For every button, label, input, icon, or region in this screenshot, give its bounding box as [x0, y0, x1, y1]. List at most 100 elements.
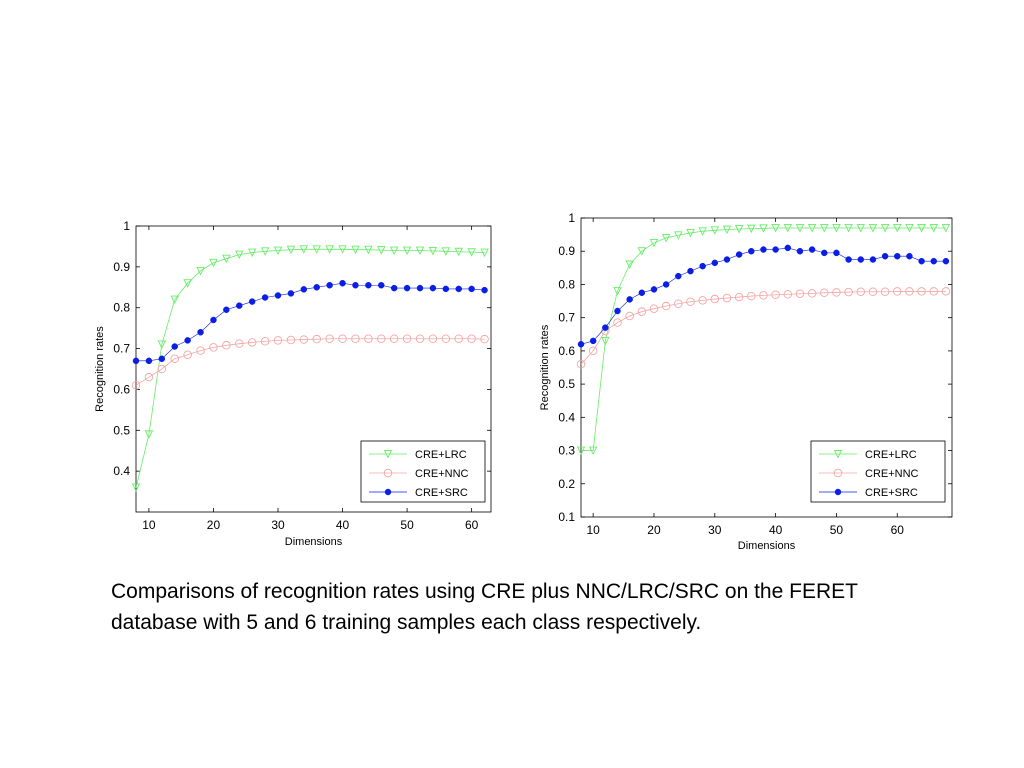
data-point — [144, 372, 154, 382]
series-triangle — [131, 245, 489, 492]
data-point — [649, 304, 659, 313]
data-point — [893, 224, 902, 233]
data-point — [286, 245, 296, 255]
data-point — [481, 286, 488, 294]
data-point — [771, 224, 780, 233]
data-point — [710, 226, 720, 235]
data-point — [588, 446, 598, 456]
data-point — [197, 328, 204, 336]
data-point — [235, 250, 244, 260]
data-point — [602, 324, 609, 331]
x-axis-label: Dimensions — [285, 536, 343, 548]
data-point — [832, 224, 841, 233]
data-point — [783, 290, 793, 299]
data-point — [364, 334, 373, 344]
data-point — [734, 225, 744, 234]
data-point — [832, 288, 841, 297]
data-point — [686, 229, 695, 238]
data-point — [941, 287, 951, 296]
data-point — [662, 281, 670, 288]
data-point — [577, 340, 585, 348]
data-point — [158, 355, 166, 363]
series-triangle — [576, 224, 951, 456]
data-point — [299, 245, 309, 254]
y-tick-label: 0.5 — [113, 423, 130, 437]
legend-label: CRE+SRC — [415, 487, 468, 499]
data-point — [856, 224, 865, 233]
data-point — [480, 248, 489, 258]
y-tick-label: 1 — [123, 219, 130, 233]
data-point — [820, 288, 829, 298]
data-point — [699, 262, 706, 270]
data-point — [868, 287, 878, 297]
y-tick-label: 0.4 — [558, 410, 575, 424]
data-point — [759, 224, 768, 233]
data-point — [455, 285, 462, 293]
data-point — [274, 292, 282, 299]
y-tick-label: 0.4 — [113, 464, 130, 478]
data-point — [313, 284, 320, 291]
y-tick-label: 0.6 — [558, 344, 575, 358]
series-line — [136, 282, 485, 362]
y-tick-label: 0.1 — [558, 510, 575, 524]
data-point — [918, 257, 925, 265]
data-point — [820, 224, 829, 233]
data-point — [402, 246, 412, 256]
data-point — [235, 339, 244, 348]
data-point — [735, 251, 743, 258]
x-tick-label: 40 — [769, 523, 783, 537]
legend-marker — [833, 450, 843, 459]
series-dot — [577, 244, 950, 348]
data-point — [170, 354, 179, 364]
y-axis-label: Recognition rates — [539, 324, 551, 410]
data-point — [441, 334, 451, 344]
data-point — [807, 224, 817, 233]
data-point — [723, 256, 731, 263]
legend-marker — [834, 488, 842, 496]
y-tick-label: 0.9 — [113, 260, 130, 274]
data-point — [132, 357, 140, 365]
x-tick-label: 60 — [465, 518, 479, 532]
data-point — [614, 307, 621, 315]
data-point — [389, 334, 399, 344]
data-point — [415, 246, 425, 256]
data-point — [183, 279, 192, 288]
series-line — [580, 247, 946, 345]
data-point — [428, 334, 438, 344]
y-tick-label: 0.3 — [558, 444, 575, 458]
data-point — [248, 298, 256, 305]
data-point — [650, 286, 658, 293]
data-point — [675, 272, 682, 280]
data-point — [929, 287, 939, 296]
data-point — [917, 224, 926, 233]
series-line — [135, 338, 485, 386]
x-axis-label: Dimensions — [738, 540, 796, 552]
data-point — [196, 346, 205, 355]
data-point — [796, 247, 804, 255]
data-point — [748, 247, 755, 255]
data-point — [351, 334, 360, 344]
data-point — [378, 281, 385, 289]
x-tick-label: 20 — [647, 523, 661, 537]
data-point — [222, 254, 231, 264]
plot-frame — [580, 217, 953, 518]
data-point — [638, 289, 646, 296]
data-point — [209, 343, 218, 352]
data-point — [467, 248, 476, 257]
data-point — [601, 336, 610, 346]
x-tick-label: 10 — [586, 523, 600, 537]
data-point — [576, 359, 586, 369]
data-point — [893, 287, 902, 296]
legend-label: CRE+LRC — [415, 449, 467, 461]
y-tick-label: 0.7 — [113, 342, 130, 356]
data-point — [625, 311, 634, 321]
data-point — [170, 295, 179, 305]
data-point — [209, 258, 218, 268]
data-point — [326, 281, 333, 289]
data-point — [339, 279, 346, 287]
data-point — [261, 294, 269, 301]
series-line — [135, 248, 485, 488]
y-tick-label: 0.7 — [558, 311, 575, 325]
data-point — [441, 247, 451, 256]
data-point — [711, 259, 719, 267]
